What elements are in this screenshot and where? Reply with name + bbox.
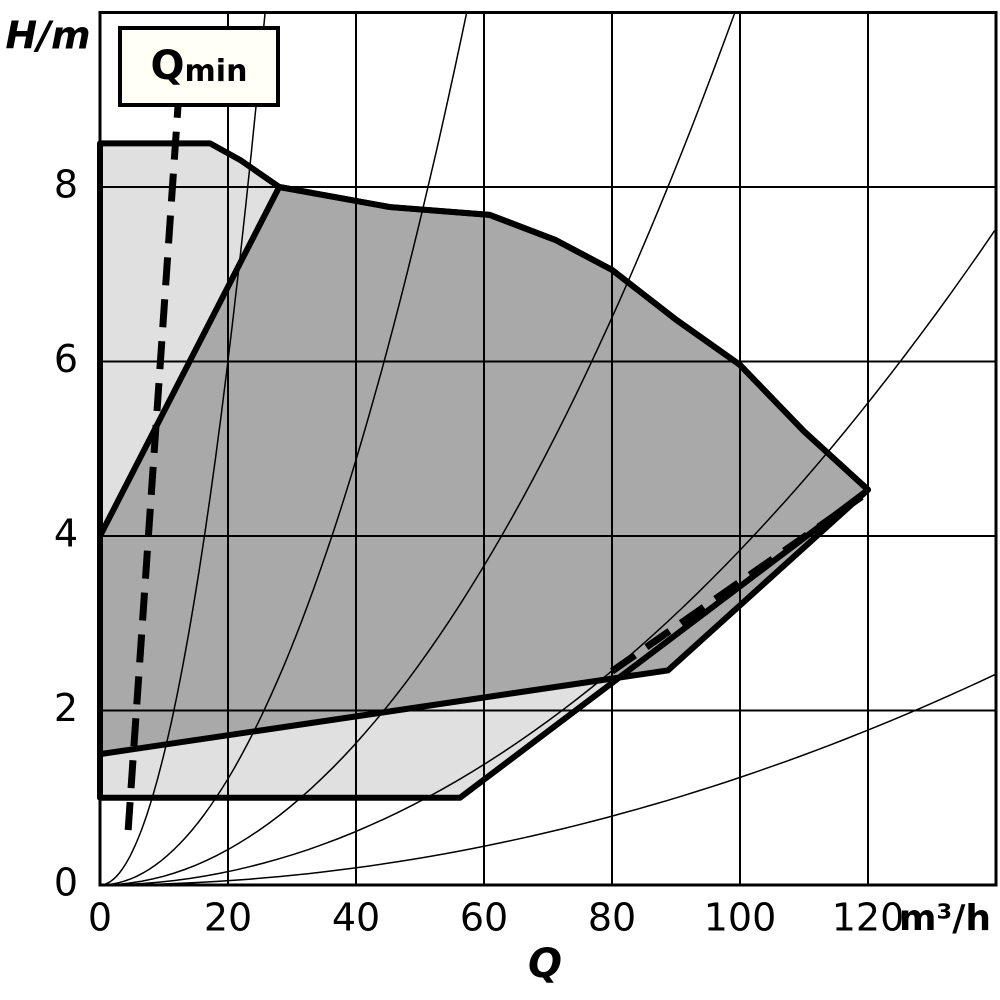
dashed-limit-line	[124, 104, 182, 831]
y-tick-label: 4	[54, 512, 78, 556]
annotation-box	[118, 26, 280, 107]
x-tick-label: 120	[832, 896, 905, 940]
system-curve	[99, 674, 996, 886]
x-unit-label: m³/h	[899, 898, 991, 939]
y-tick-label: 6	[54, 337, 78, 381]
dashed-limit-line	[609, 493, 864, 675]
x-tick-label: 20	[204, 896, 252, 940]
y-tick-label: 8	[54, 163, 78, 207]
annotation-sub: min	[185, 54, 248, 89]
x-tick-label: 40	[332, 896, 380, 940]
y-axis-label: H/m	[5, 14, 90, 58]
system-curve	[99, 12, 736, 886]
system-curve	[99, 230, 996, 886]
x-tick-label: 100	[704, 896, 777, 940]
y-tick-label: 0	[54, 861, 78, 905]
plot-frame	[98, 11, 998, 887]
x-tick-label: 80	[588, 896, 636, 940]
y-tick-label: 2	[54, 686, 78, 730]
region-outline	[97, 184, 871, 758]
x-tick-label: 0	[88, 896, 112, 940]
system-curve	[99, 12, 266, 886]
x-axis-label: Q	[528, 941, 562, 987]
x-tick-label: 60	[460, 896, 508, 940]
annotation-main: Q	[151, 43, 185, 89]
system-curve	[99, 12, 468, 886]
annotation: Qmin	[151, 43, 248, 89]
